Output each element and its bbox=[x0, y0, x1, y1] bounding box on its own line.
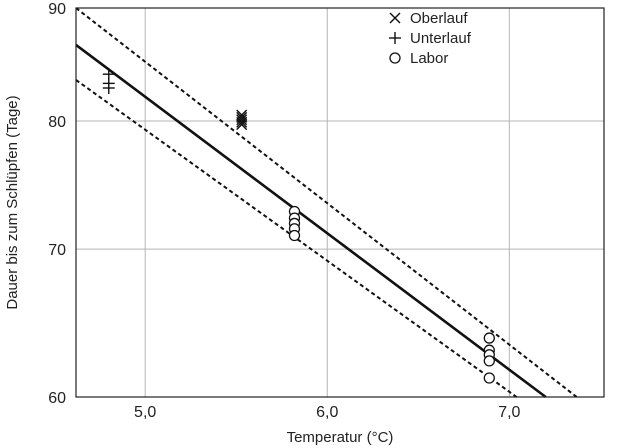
confidence-band-line bbox=[75, 7, 578, 398]
point-labor bbox=[288, 229, 301, 242]
regression-line bbox=[75, 43, 547, 399]
grid bbox=[76, 7, 604, 398]
y-tick-labels: 60 70 80 90 bbox=[48, 1, 66, 407]
legend-label-oberlauf: Oberlauf bbox=[410, 10, 468, 27]
legend: Oberlauf Unterlauf Labor bbox=[389, 10, 472, 67]
legend-marker-oberlauf bbox=[389, 12, 401, 24]
x-tick-labels: 5,0 6,0 7,0 bbox=[134, 404, 520, 421]
data-points bbox=[102, 68, 495, 384]
x-tick-label: 6,0 bbox=[316, 404, 338, 421]
point-oberlauf bbox=[236, 116, 248, 128]
legend-label-unterlauf: Unterlauf bbox=[410, 30, 472, 47]
y-tick-label: 80 bbox=[48, 114, 66, 131]
point-oberlauf bbox=[236, 111, 248, 123]
point-oberlauf-b bbox=[236, 116, 248, 128]
point-oberlauf-b bbox=[236, 111, 248, 123]
legend-marker-oberlauf-b bbox=[389, 12, 401, 24]
point-labor bbox=[483, 332, 495, 344]
point-labor bbox=[483, 355, 495, 367]
y-axis-label: Dauer bis zum Schlüpfen (Tage) bbox=[4, 95, 21, 309]
fit-lines bbox=[75, 7, 578, 399]
point-oberlauf bbox=[236, 114, 248, 126]
legend-marker-labor bbox=[389, 52, 401, 64]
y-tick-label: 90 bbox=[48, 1, 66, 18]
y-tick-label: 60 bbox=[48, 390, 66, 407]
x-tick-label: 7,0 bbox=[498, 404, 520, 421]
point-oberlauf-b bbox=[236, 114, 248, 126]
legend-marker-unterlauf bbox=[389, 32, 401, 44]
x-axis-label: Temperatur (°C) bbox=[287, 429, 394, 446]
y-tick-label: 70 bbox=[48, 242, 66, 259]
plot-frame bbox=[75, 7, 605, 398]
x-tick-label: 5,0 bbox=[134, 404, 156, 421]
point-labor bbox=[483, 372, 495, 384]
legend-label-labor: Labor bbox=[410, 50, 448, 67]
point-unterlauf bbox=[102, 81, 115, 94]
